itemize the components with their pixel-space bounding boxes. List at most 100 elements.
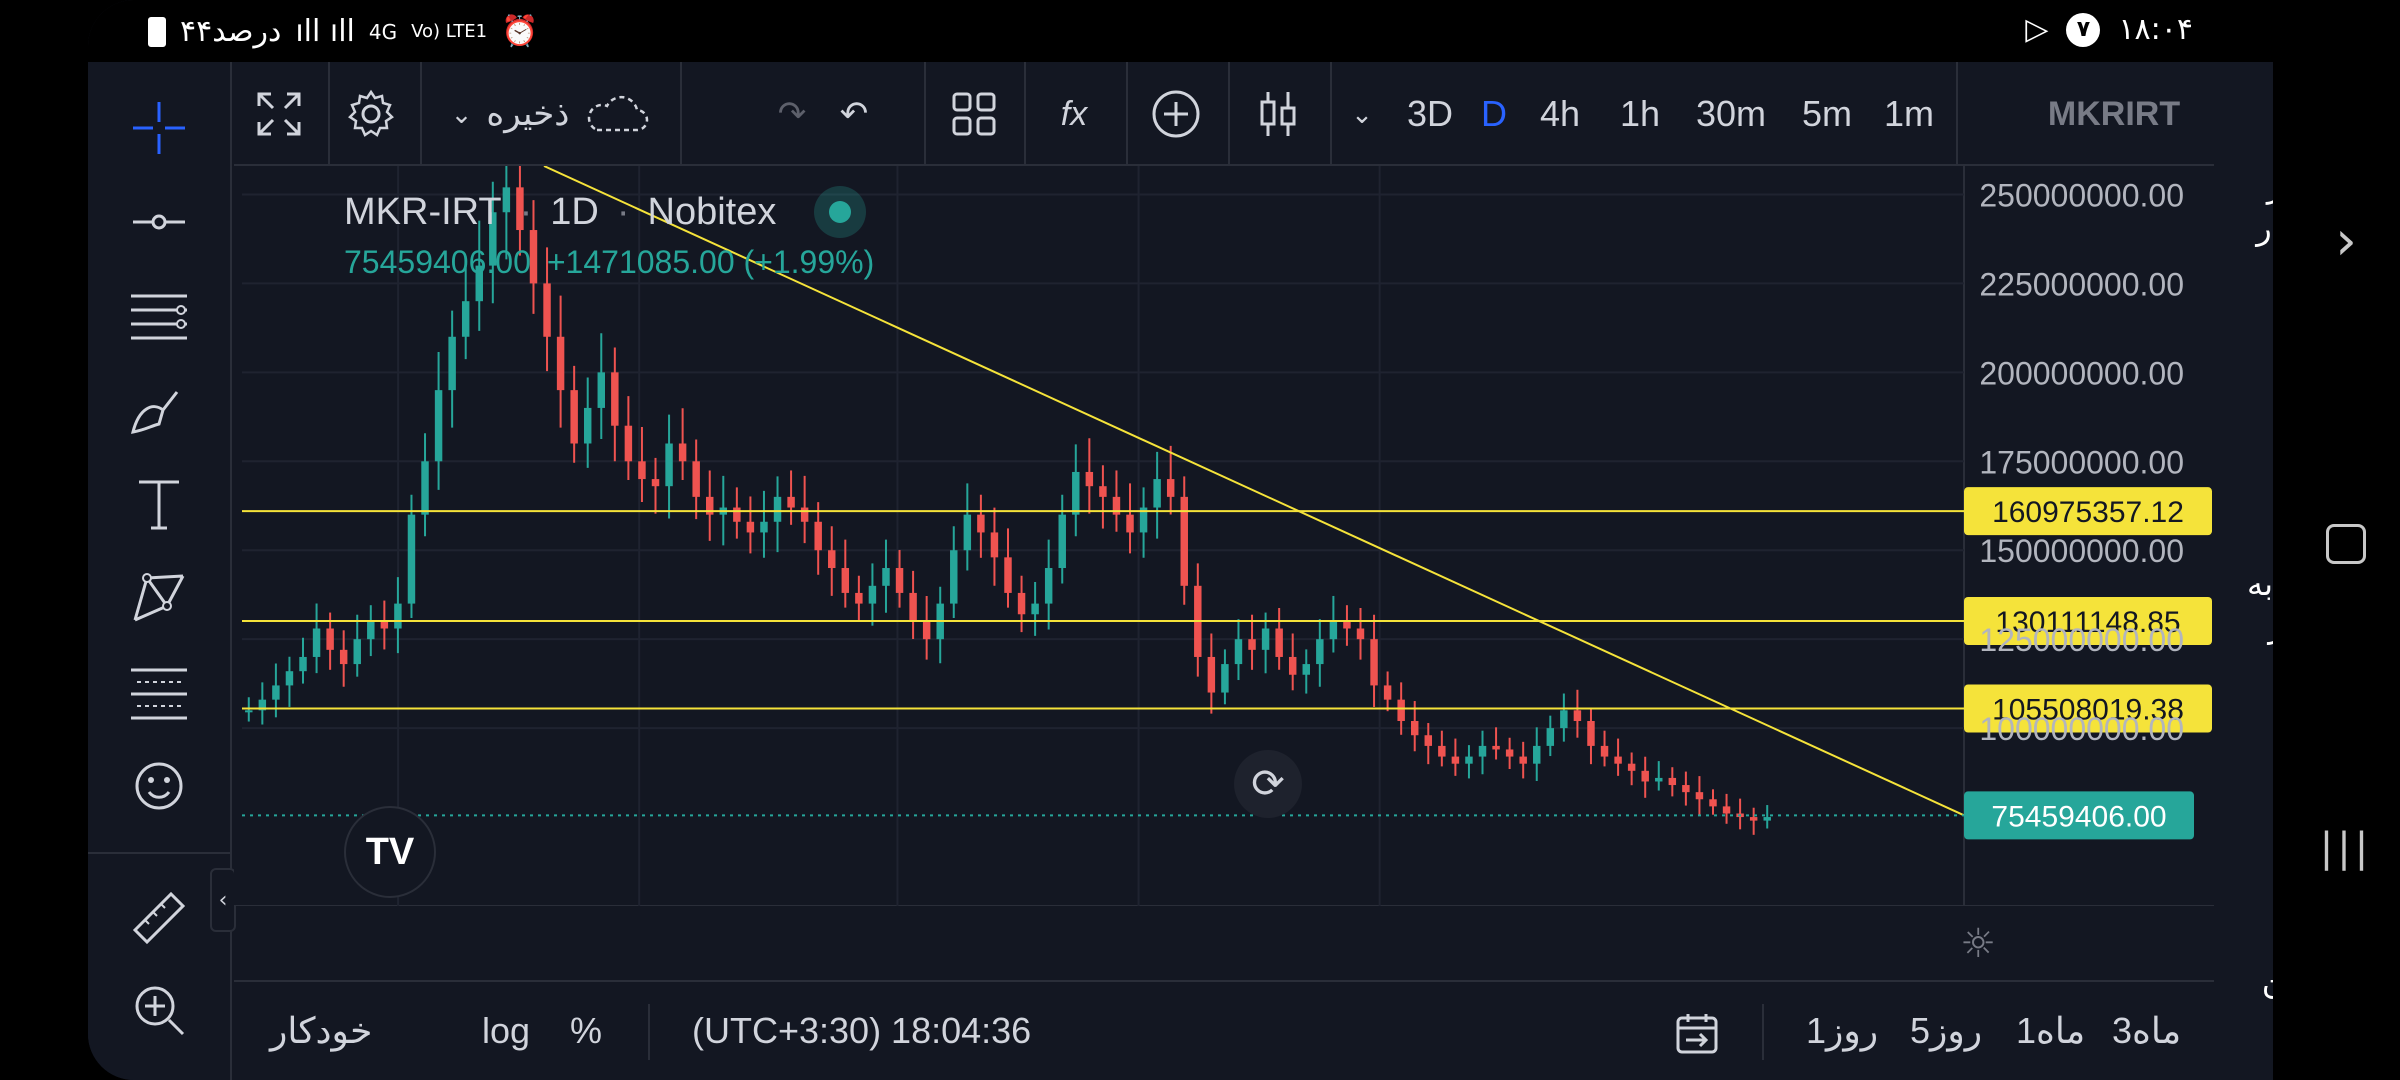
support-line-label: 130111148.85 — [1995, 606, 2180, 639]
timeframe-30m[interactable]: 30m — [1695, 93, 1767, 134]
candle-body — [760, 521, 768, 533]
prediction-tool[interactable] — [123, 656, 195, 728]
legend-price: 75459406.00 — [344, 244, 531, 280]
right-action-panel: ⌃⌄ تغییر نمودار ⇄ رفتن به بازار ✕ بستن — [2216, 62, 2273, 1080]
trendline-tool[interactable] — [123, 186, 195, 258]
undo-button[interactable]: ↶ — [834, 86, 874, 142]
price-chart[interactable]: 160975357.12 130111148.85 105508019.38 7545… — [234, 138, 2214, 964]
change-chart-button[interactable]: ⌃⌄ تغییر نمودار — [2216, 102, 2273, 249]
timeframe-1h[interactable]: 1h — [1619, 93, 1661, 134]
range-1month[interactable]: 1ماه — [2016, 1010, 2086, 1051]
candle-body — [1383, 685, 1392, 700]
candle-body — [516, 187, 524, 231]
toolbar-divider — [1024, 62, 1026, 164]
candle-body — [543, 283, 551, 337]
candle-body — [1709, 799, 1717, 807]
timeframe-dropdown[interactable]: ⌄ — [1342, 86, 1382, 142]
go-market-label: رفتن به بازار — [2247, 565, 2273, 645]
candle-body — [950, 550, 958, 604]
ruler-icon — [132, 891, 186, 945]
candles-icon — [1260, 92, 1296, 136]
symbol-search[interactable]: MKRIRT — [2047, 94, 2181, 133]
candle-body — [299, 656, 307, 672]
legend-exchange: Nobitex — [647, 190, 777, 233]
auto-scale-toggle[interactable]: خودکار — [270, 1010, 373, 1051]
battery-icon — [148, 16, 166, 47]
timezone-clock[interactable]: (UTC+3:30) 18:04:36 — [692, 1010, 1032, 1051]
pattern-tool[interactable] — [123, 562, 195, 634]
market-status-icon[interactable] — [814, 186, 867, 238]
collapse-toolbar-button[interactable]: ‹ — [210, 868, 236, 932]
candle-body — [1533, 745, 1541, 764]
candle-body — [434, 390, 443, 462]
fullscreen-button[interactable] — [244, 86, 314, 142]
clock: ۱۸:۰۴ — [2118, 12, 2193, 47]
redo-icon: ↷ — [777, 95, 807, 133]
timeframe-D[interactable]: D — [1481, 93, 1507, 134]
range-3month[interactable]: 3ماه — [2112, 1010, 2182, 1051]
candle-body — [556, 336, 565, 391]
legend-dot: · — [616, 190, 630, 233]
bottom-divider — [648, 1004, 650, 1060]
timeframe-4h[interactable]: 4h — [1539, 93, 1581, 134]
reset-chart-button[interactable]: ⟳ — [1234, 750, 1302, 818]
log-scale-toggle[interactable]: log — [482, 1010, 531, 1051]
prediction-icon — [131, 668, 187, 720]
text-tool[interactable] — [123, 468, 195, 540]
go-to-market-button[interactable]: ⇄ رفتن به بازار — [2216, 502, 2273, 648]
candle-body — [1248, 639, 1256, 650]
zoom-tool[interactable] — [123, 974, 195, 1046]
y-tick-label: 225000000.00 — [1979, 266, 2184, 302]
chart-grid — [234, 166, 2214, 907]
candle-body — [1763, 817, 1771, 821]
chart-type-button[interactable] — [1250, 86, 1306, 142]
toolbar-divider — [328, 62, 330, 164]
crosshair-tool[interactable] — [123, 92, 195, 164]
volte-label: Vo) LTE1 — [411, 21, 488, 42]
candle-body — [1207, 656, 1216, 693]
timeframe-3D[interactable]: 3D — [1406, 93, 1454, 134]
goto-date-button[interactable] — [1674, 1010, 1720, 1065]
legend-dot: · — [519, 190, 533, 233]
candle-body — [1519, 756, 1527, 764]
home-nav-button[interactable] — [2312, 510, 2380, 578]
status-bar: ۴۴درصد ıll ıll 4G Vo) LTE1 ⏰ ▷ ۷ ۱۸:۰۴ — [88, 0, 2273, 62]
candle-body — [665, 443, 673, 487]
chart-area[interactable]: 160975357.12 130111148.85 105508019.38 7545… — [234, 138, 2214, 964]
candle-body — [787, 496, 795, 508]
percent-scale-toggle[interactable]: % — [570, 1010, 603, 1051]
support-line-label-bg — [1964, 487, 2212, 536]
recents-icon: ||| — [2319, 825, 2373, 871]
range-5day[interactable]: 5روز — [1910, 1010, 1983, 1051]
recents-nav-button[interactable]: ||| — [2312, 814, 2380, 882]
candle-body — [1221, 664, 1229, 693]
candle-body — [1478, 745, 1487, 757]
fib-tool[interactable] — [123, 280, 195, 352]
measure-tool[interactable] — [123, 882, 195, 954]
change-chart-label: تغییر نمودار — [2256, 167, 2273, 247]
candle-body — [841, 568, 850, 593]
forward-nav-button[interactable]: › — [2312, 206, 2380, 274]
axis-settings-button[interactable]: ☼ — [1918, 912, 2038, 976]
range-1day[interactable]: 1روز — [1806, 1010, 1879, 1051]
timeframe-5m[interactable]: 5m — [1801, 93, 1852, 134]
layout-button[interactable] — [946, 86, 1002, 142]
timeframe-1m[interactable]: 1m — [1883, 93, 1934, 134]
compare-button[interactable] — [1148, 86, 1204, 142]
tradingview-logo[interactable]: TV — [344, 806, 436, 898]
horizontal-lines-layer: 160975357.12 130111148.85 105508019.38 7545… — [242, 165, 2212, 840]
legend-symbol: MKR-IRT — [344, 190, 502, 233]
close-label: بستن — [2262, 961, 2273, 999]
close-button[interactable]: ✕ بستن — [2216, 898, 2273, 1002]
brush-tool[interactable] — [123, 374, 195, 446]
settings-button[interactable] — [334, 86, 408, 142]
status-left: ۴۴درصد ıll ıll 4G Vo) LTE1 ⏰ — [148, 14, 539, 49]
candle-body — [1451, 756, 1460, 764]
swap-icon: ⇄ — [2216, 502, 2273, 564]
emoji-tool[interactable] — [123, 750, 195, 822]
save-button[interactable]: ⌄ ذخیره — [430, 86, 670, 142]
indicators-button[interactable]: fx — [1046, 86, 1102, 142]
chart-legend: MKR-IRT · 1D · Nobitex 75459406.00 +1471… — [344, 186, 874, 281]
redo-button[interactable]: ↷ — [772, 86, 812, 142]
candle-body — [909, 592, 917, 622]
